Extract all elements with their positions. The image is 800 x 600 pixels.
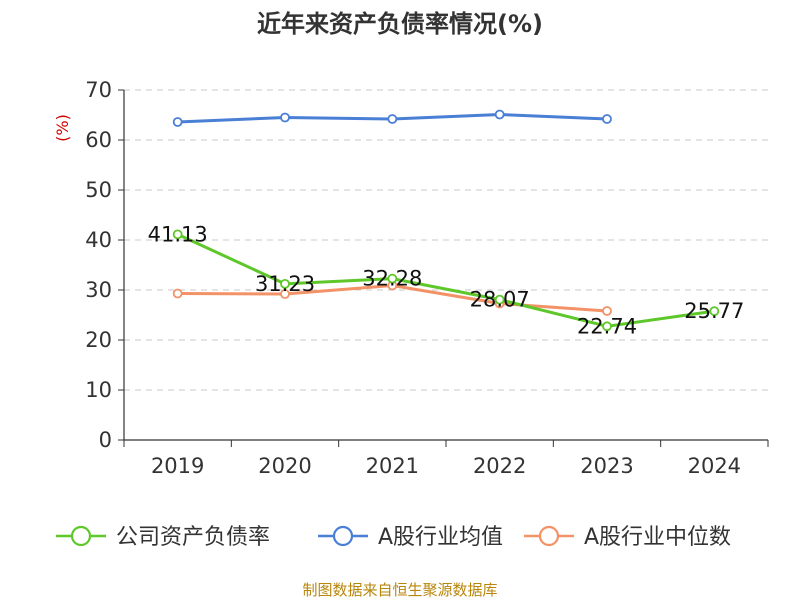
point-s2-2020 [280, 289, 290, 299]
y-axis-label: (%) [53, 114, 72, 142]
y-tick-label-10: 10 [85, 378, 112, 402]
point-s0-2024 [709, 306, 720, 317]
data-label-2021: 32.28 [362, 267, 422, 291]
y-tick-label-20: 20 [85, 328, 112, 352]
legend-item-2[interactable]: A股行业中位数 [524, 525, 731, 550]
source-note: 制图数据来自恒生聚源数据库 [302, 581, 497, 599]
x-axis-ticks: 2019 2020 2021 2022 2023 2024 [123, 440, 769, 478]
grid-lines [124, 89, 768, 391]
y-tick-label-0: 0 [99, 428, 112, 452]
x-tick-label-2020: 2020 [258, 454, 311, 478]
y-axis-ticks: 0 10 20 30 40 50 60 70 [85, 78, 124, 452]
y-tick-label-30: 30 [85, 278, 112, 302]
data-label-2024: 25.77 [684, 299, 744, 323]
point-s0-2020 [280, 278, 290, 289]
point-s1-2019 [172, 117, 183, 127]
legend-marker-2 [538, 525, 560, 547]
x-tick-label-2024: 2024 [688, 454, 741, 478]
legend-label-2: A股行业中位数 [584, 525, 731, 550]
point-s1-2021 [387, 114, 398, 124]
y-tick-label-70: 70 [85, 78, 112, 102]
legend-item-0[interactable]: 公司资产负债率 [56, 525, 270, 550]
y-tick-label-50: 50 [85, 178, 112, 202]
series-group [172, 109, 720, 332]
point-s1-2022 [494, 109, 505, 120]
legend-label-1: A股行业均值 [378, 525, 503, 550]
y-tick-label-60: 60 [85, 128, 112, 152]
point-s1-2020 [280, 112, 290, 123]
legend-label-0: 公司资产负债率 [116, 525, 270, 550]
legend[interactable]: 公司资产负债率 A股行业均值 A股行业中位数 [56, 525, 731, 550]
x-tick-label-2022: 2022 [473, 454, 526, 478]
point-s0-2023 [602, 321, 612, 332]
legend-marker-0 [70, 525, 92, 547]
x-tick-label-2019: 2019 [151, 454, 204, 478]
data-labels: 41.13 31.23 32.28 28.07 22.74 25.77 [148, 222, 745, 338]
data-label-2019: 41.13 [148, 222, 208, 246]
axes [123, 90, 768, 441]
y-tick-label-40: 40 [85, 228, 112, 252]
data-label-2023: 22.74 [577, 314, 637, 338]
point-s2-2023 [602, 306, 612, 316]
x-tick-label-2021: 2021 [366, 454, 419, 478]
series-line-0 [177, 232, 715, 328]
chart-title: 近年来资产负债率情况(%) [257, 10, 543, 38]
point-s0-2019 [172, 229, 183, 240]
point-s0-2022 [494, 294, 505, 305]
data-label-2022: 28.07 [470, 288, 530, 312]
legend-item-1[interactable]: A股行业均值 [318, 525, 503, 550]
point-s2-2019 [172, 288, 183, 299]
x-tick-label-2023: 2023 [580, 454, 633, 478]
data-label-2020: 31.23 [255, 272, 315, 296]
legend-marker-1 [332, 525, 354, 547]
point-s1-2023 [602, 114, 612, 124]
point-s0-2021 [387, 273, 398, 284]
